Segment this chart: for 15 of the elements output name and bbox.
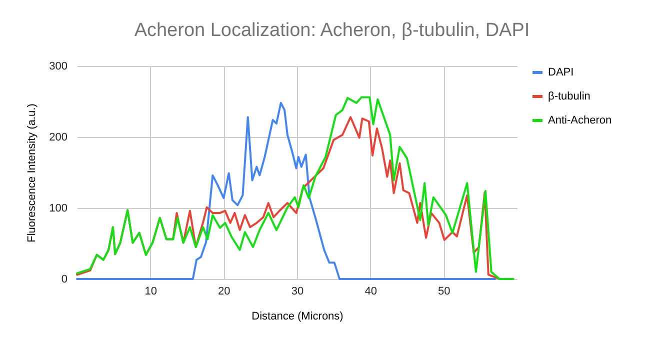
- chart-title: Acheron Localization: Acheron, β-tubulin, DAPI: [134, 20, 530, 41]
- x-axis-title: Distance (Microns): [252, 310, 344, 322]
- x-tick-label: 20: [218, 286, 230, 298]
- y-tick-label: 100: [49, 202, 68, 214]
- legend-label: Anti-Acheron: [548, 114, 612, 126]
- y-tick-label: 0: [61, 274, 68, 286]
- x-tick-label: 30: [291, 286, 304, 298]
- x-tick-label: 50: [438, 286, 450, 298]
- legend-label: β-tubulin: [548, 90, 590, 102]
- y-tick-label: 300: [49, 60, 68, 72]
- x-tick-label: 40: [364, 286, 377, 298]
- legend-label: DAPI: [548, 66, 574, 78]
- y-axis-title: Fluorescence Intensity (a.u.): [26, 104, 38, 242]
- x-tick-label: 10: [144, 286, 157, 298]
- y-tick-label: 200: [49, 132, 68, 144]
